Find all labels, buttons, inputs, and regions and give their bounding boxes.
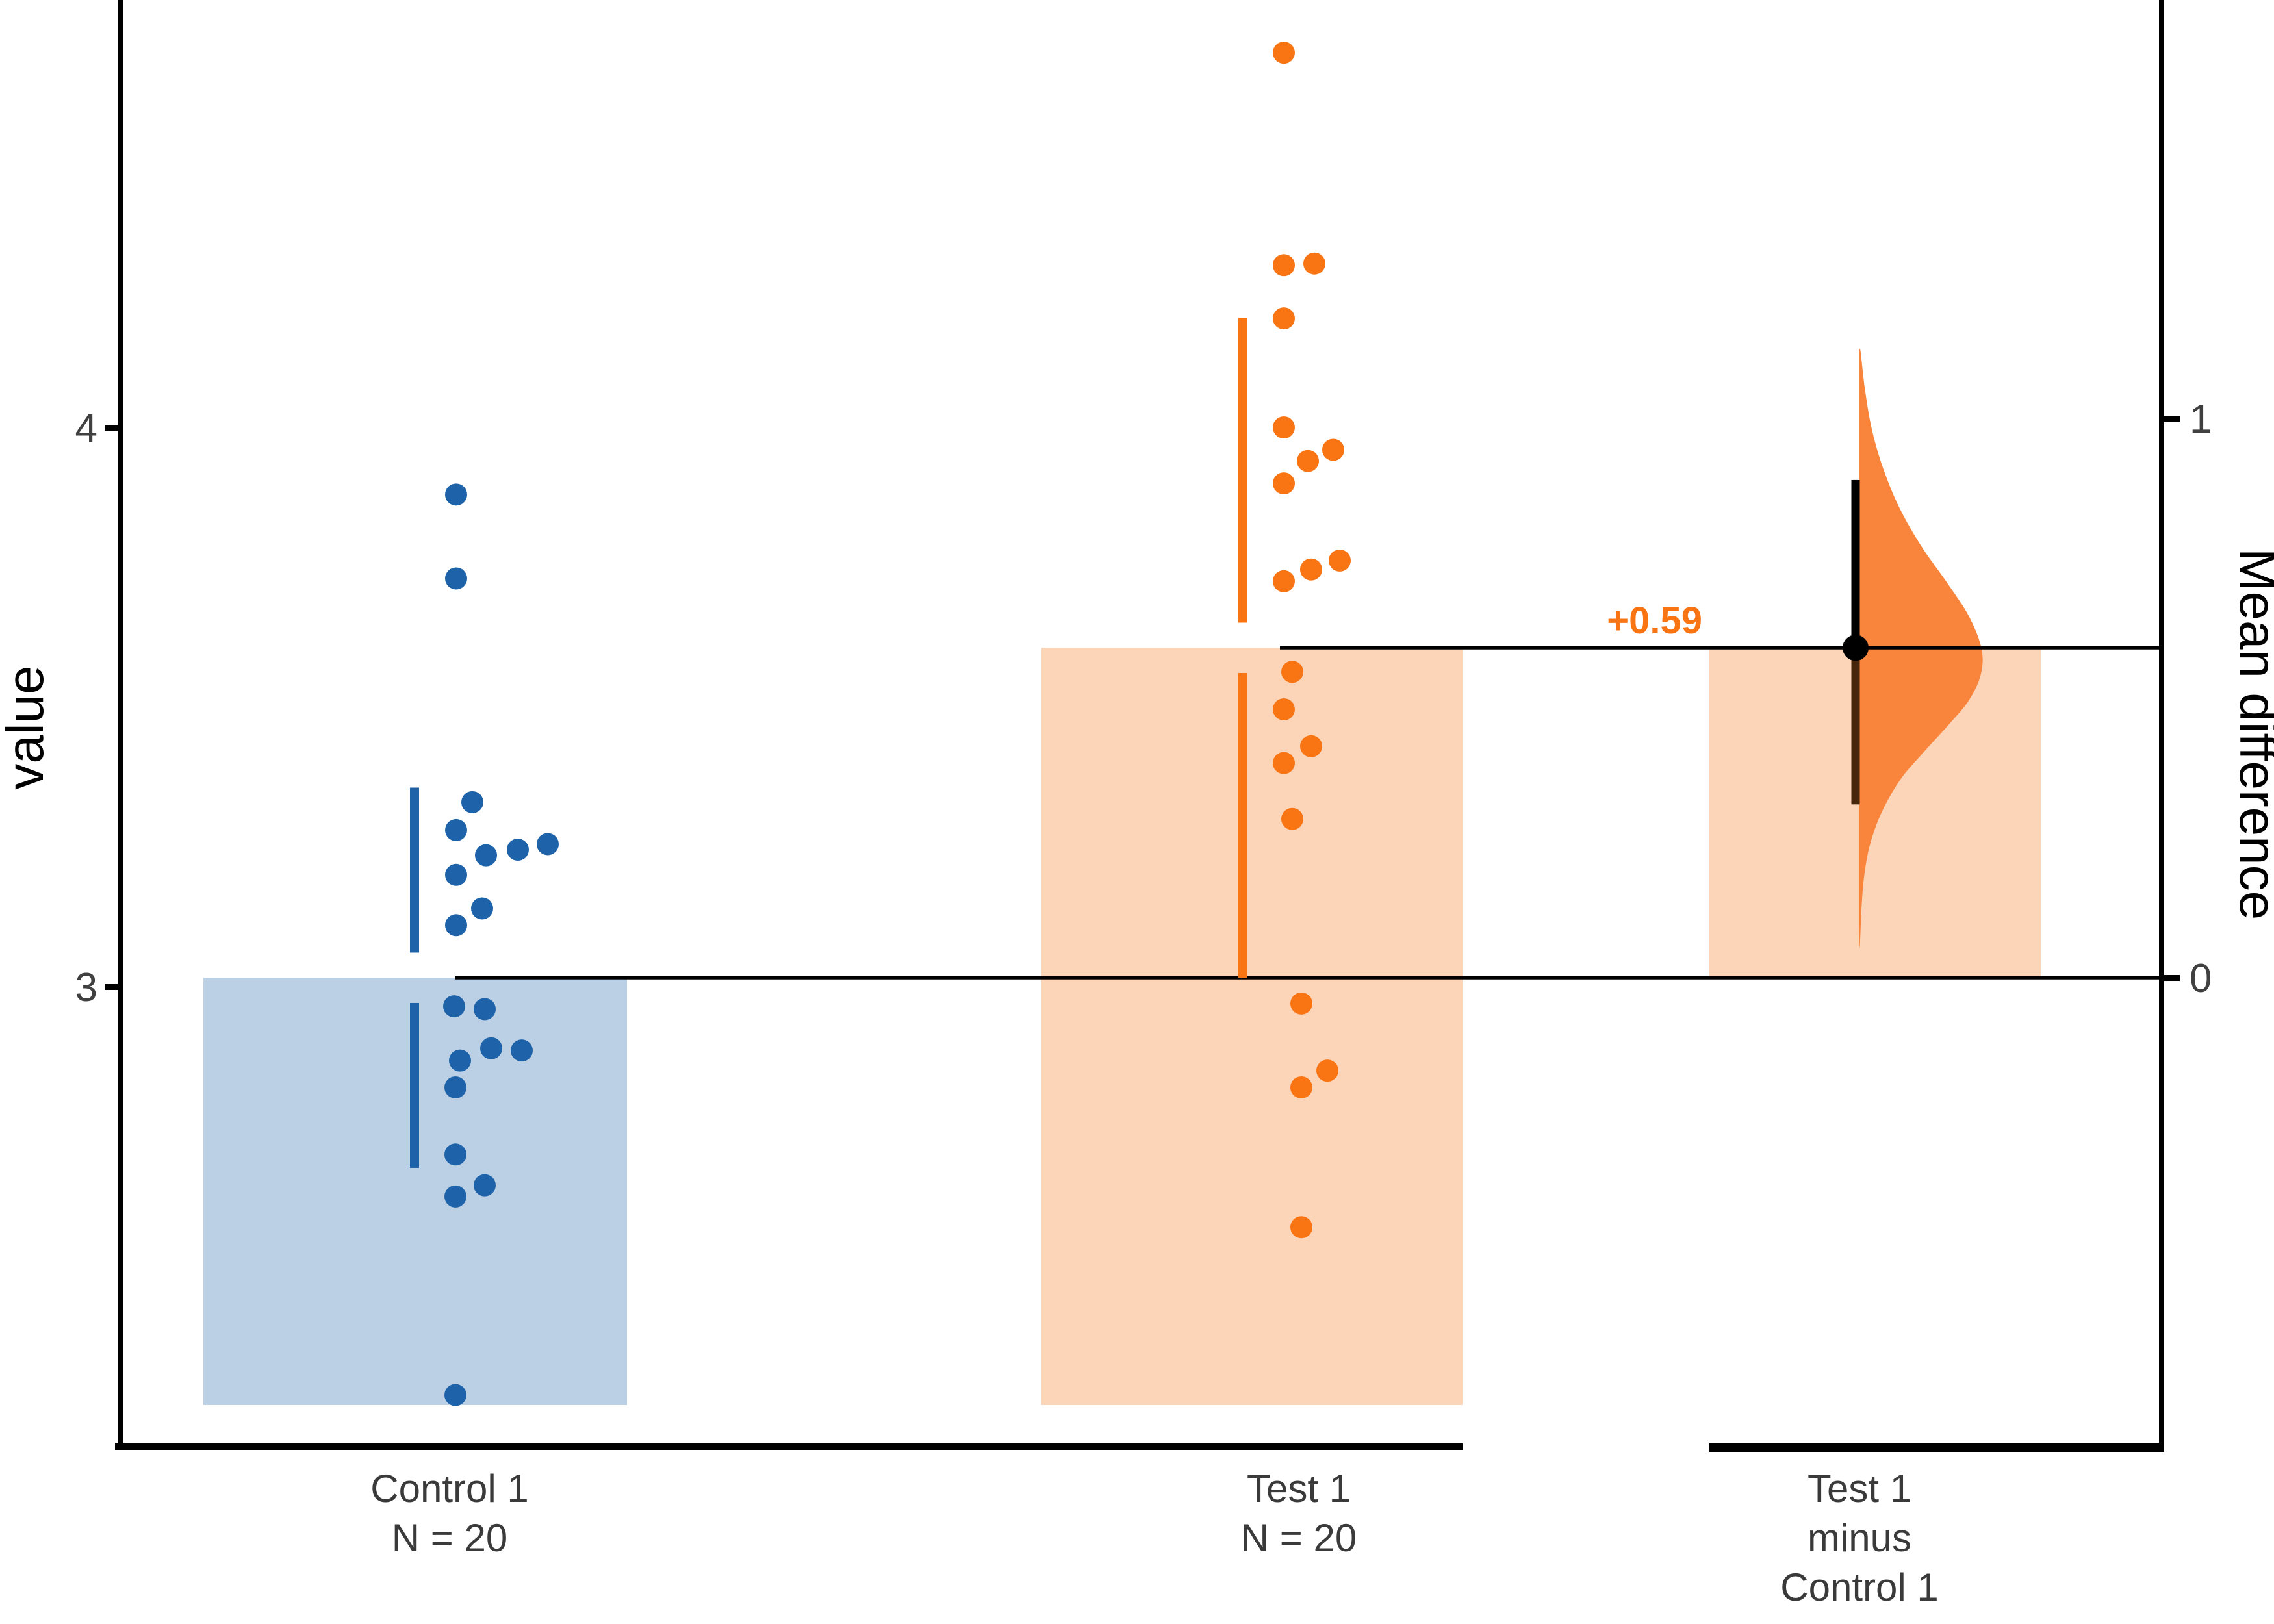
swarm-dot-control1-20: [444, 1384, 466, 1406]
difference-label-line1: Test 1: [1808, 1467, 1911, 1510]
mean-sd-line-lower-control1: [410, 1002, 419, 1168]
swarm-dots-layer: [443, 42, 1351, 1406]
group-label-control1-line2: N = 20: [392, 1516, 507, 1560]
swarm-dot-test1-16: [1281, 807, 1303, 830]
swarm-dot-control1-4: [445, 818, 467, 841]
group-label-control1-line1: Control 1: [370, 1467, 528, 1510]
swarm-dot-control1-14: [511, 1039, 533, 1062]
mean-sd-line-lower-test1: [1238, 672, 1247, 978]
swarm-dot-control1-12: [474, 998, 496, 1021]
difference-label-line2: minus: [1808, 1516, 1911, 1560]
mean-sd-line-upper-test1: [1238, 318, 1247, 623]
right-tick-label-0: 0: [2190, 956, 2212, 1001]
swarm-dot-test1-12: [1281, 661, 1303, 683]
swarm-dot-control1-18: [474, 1174, 496, 1197]
swarm-dot-test1-8: [1273, 472, 1295, 495]
confidence-interval-layer: [1843, 479, 1869, 805]
swarm-dot-test1-9: [1329, 549, 1351, 572]
swarm-dot-test1-18: [1316, 1059, 1338, 1082]
swarm-dot-control1-5: [537, 833, 559, 856]
swarm-dot-control1-9: [471, 897, 493, 920]
bar-test1: [1041, 648, 1463, 1405]
swarm-dot-test1-10: [1300, 558, 1322, 581]
swarm-dot-test1-7: [1297, 450, 1319, 472]
swarm-dot-test1-11: [1273, 570, 1295, 592]
swarm-dot-control1-13: [480, 1037, 502, 1059]
swarm-dot-test1-13: [1273, 698, 1295, 720]
swarm-dot-control1-1: [445, 483, 467, 506]
swarm-dot-control1-7: [475, 844, 497, 867]
swarm-dot-control1-19: [444, 1185, 466, 1208]
right-axis-spine: [2159, 0, 2164, 1452]
value-axis-title: value: [0, 665, 54, 789]
mean-difference-axis-title: Mean difference: [2229, 548, 2274, 920]
left-axis-spine: [118, 0, 123, 1450]
swarm-dot-control1-17: [444, 1143, 466, 1166]
swarm-dot-test1-2: [1303, 252, 1325, 275]
left-tick-3: [105, 984, 120, 990]
swarm-dot-control1-8: [445, 863, 467, 886]
swarm-dot-control1-6: [507, 839, 529, 861]
ci-line-upper: [1851, 479, 1860, 648]
swarm-dot-control1-16: [444, 1076, 466, 1098]
swarm-dot-test1-19: [1290, 1076, 1312, 1098]
mean-sd-line-upper-control1: [410, 787, 419, 953]
swarm-dot-test1-17: [1290, 992, 1312, 1015]
ci-line-lower: [1851, 648, 1860, 805]
swarm-dot-test1-6: [1322, 438, 1344, 461]
swarm-dot-test1-14: [1300, 735, 1322, 757]
right-tick-label-1: 1: [2190, 397, 2212, 442]
swarm-dot-test1-15: [1273, 752, 1295, 774]
mean-sd-lines-layer: [410, 318, 1247, 1168]
swarm-dot-control1-3: [461, 791, 483, 813]
bottom-axis-difference: [1709, 1443, 2163, 1452]
group-label-test1-line1: Test 1: [1247, 1467, 1351, 1510]
left-tick-4: [105, 425, 120, 431]
left-tick-label-4: 4: [75, 406, 97, 451]
swarm-dot-control1-11: [443, 995, 465, 1018]
mean-difference-line: [1280, 646, 2162, 650]
left-tick-label-3: 3: [75, 965, 97, 1010]
mean-difference-annotation: +0.59: [1607, 600, 1702, 642]
swarm-dot-control1-10: [445, 914, 467, 937]
mean-difference-dot: [1843, 635, 1869, 661]
right-tick-0: [2164, 975, 2180, 981]
bottom-axis-main: [115, 1443, 1463, 1450]
right-tick-1: [2164, 416, 2180, 422]
reference-lines-layer: [455, 646, 2162, 980]
zero-difference-line: [455, 976, 2162, 980]
swarm-dot-control1-2: [445, 567, 467, 590]
swarm-dot-test1-1: [1273, 42, 1295, 64]
swarm-dot-test1-4: [1273, 307, 1295, 330]
group-label-test1-line2: N = 20: [1241, 1516, 1357, 1560]
difference-label-line3: Control 1: [1780, 1566, 1938, 1609]
swarm-dot-test1-20: [1290, 1216, 1312, 1239]
swarm-dot-test1-5: [1273, 416, 1295, 438]
swarm-dot-control1-15: [449, 1049, 471, 1072]
swarm-dot-test1-3: [1273, 254, 1295, 277]
